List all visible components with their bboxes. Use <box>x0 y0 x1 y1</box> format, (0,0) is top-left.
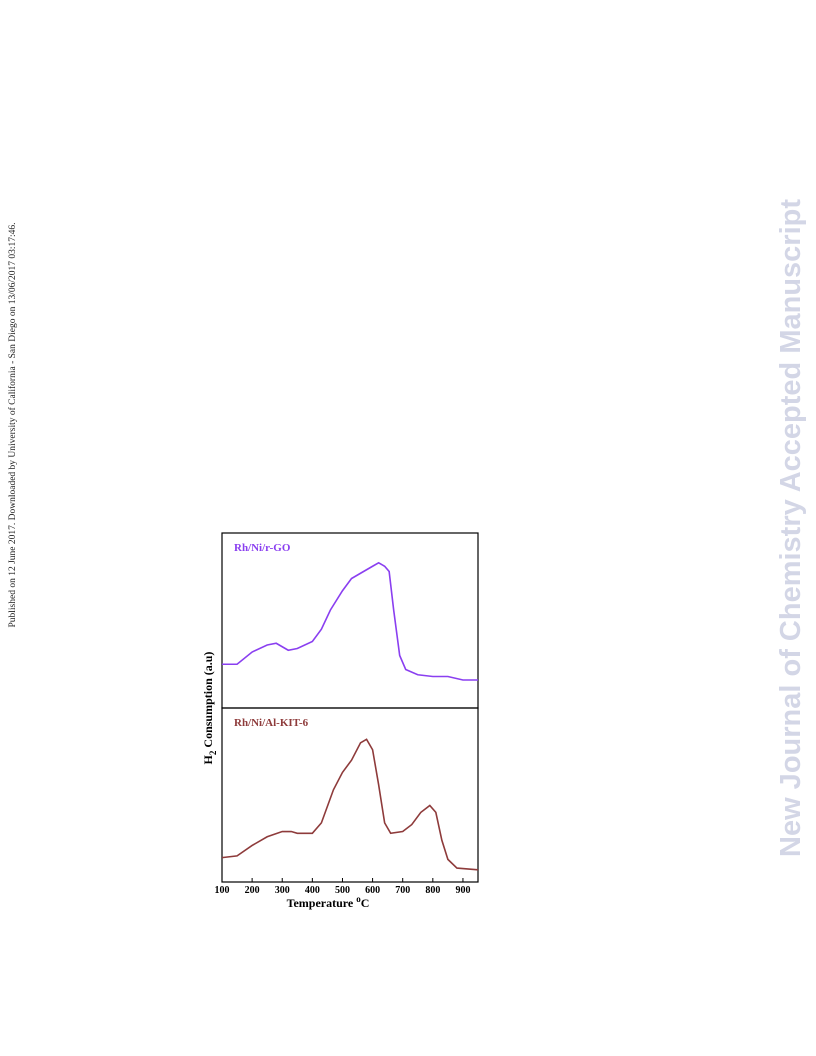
x-tick-label: 600 <box>365 885 380 896</box>
x-tick-label: 400 <box>305 885 320 896</box>
watermark: New Journal of Chemistry Accepted Manusc… <box>775 199 807 857</box>
y-label-rest: Consumption (a.u) <box>201 652 215 751</box>
plot-frame <box>221 532 479 709</box>
x-tick-label: 700 <box>395 885 410 896</box>
x-label-main: Temperature <box>287 896 357 910</box>
x-tick-label: 900 <box>455 885 470 896</box>
annotation: Rh/Ni/r-GO <box>234 542 291 554</box>
x-tick-label: 200 <box>245 885 260 896</box>
y-label-main: H <box>201 754 215 764</box>
plot-frame <box>221 707 479 883</box>
x-tick-label: 800 <box>425 885 440 896</box>
x-tick-label: 100 <box>215 885 230 896</box>
x-tick-label: 300 <box>275 885 290 896</box>
y-label-sub: 2 <box>208 750 218 755</box>
x-tick-label: 500 <box>335 885 350 896</box>
data-line <box>221 738 479 871</box>
side-note: Published on 12 June 2017. Downloaded by… <box>7 222 18 627</box>
x-axis-label: Temperature oC <box>287 894 370 910</box>
data-line <box>222 561 478 681</box>
x-label-rest: C <box>361 896 370 910</box>
x-label-sup: o <box>356 894 361 904</box>
y-axis-label: H2 Consumption (a.u) <box>201 652 218 765</box>
annotation: Rh/Ni/Al-KIT-6 <box>234 717 309 729</box>
